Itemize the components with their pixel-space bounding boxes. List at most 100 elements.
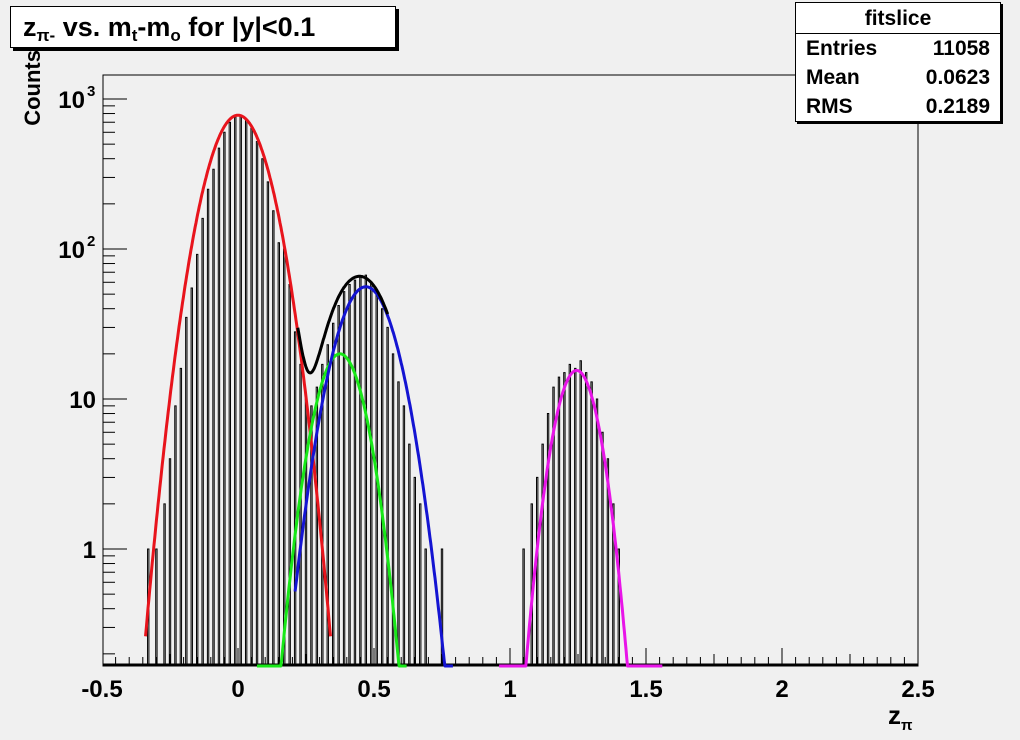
- stats-row-rms: RMS 0.2189: [796, 92, 1000, 121]
- histogram-bin: [255, 141, 259, 666]
- histogram-bin: [617, 548, 620, 666]
- histogram-bin: [234, 116, 237, 666]
- histogram-bin: [217, 147, 221, 666]
- title-tail: for |y|<0.1: [180, 12, 316, 42]
- x-tick-label: 1.5: [629, 676, 662, 703]
- histogram-bin: [536, 476, 539, 666]
- histogram-bin: [239, 115, 242, 666]
- title-prefix-sub: π-: [36, 26, 56, 45]
- title-suffix: -m: [137, 12, 171, 42]
- histogram-bin: [201, 217, 204, 666]
- histogram-bin: [364, 274, 368, 666]
- stats-row-mean: Mean 0.0623: [796, 63, 1000, 92]
- histogram-bin: [185, 316, 188, 666]
- title-prefix: z: [23, 12, 37, 42]
- histogram-bin: [244, 119, 248, 666]
- histogram-bin: [261, 158, 264, 666]
- histogram-bin: [601, 431, 604, 666]
- x-axis-title: zπ: [888, 700, 913, 734]
- histogram-bin: [419, 503, 422, 666]
- histogram-bin: [574, 367, 577, 666]
- x-tick-label: 2: [775, 676, 788, 703]
- histogram-bin: [402, 405, 406, 666]
- stats-box: fitslice Entries 11058 Mean 0.0623 RMS 0…: [795, 2, 1001, 122]
- histogram-bin: [174, 405, 177, 666]
- x-tick-label: 2.5: [901, 676, 934, 703]
- title-middle-sub: t: [131, 26, 138, 45]
- y-tick-label: 10: [58, 237, 85, 264]
- title-middle: vs. m: [55, 12, 132, 42]
- histogram-bin: [315, 386, 319, 666]
- title-suffix-sub: o: [170, 26, 181, 45]
- y-tick-label: 1: [83, 537, 96, 564]
- histogram-bin: [212, 168, 215, 666]
- y-tick-exponent: 2: [87, 233, 95, 250]
- histogram-bin: [380, 308, 384, 666]
- histogram-bin: [353, 279, 357, 666]
- histogram-bin: [408, 443, 411, 666]
- histogram-bin: [228, 121, 232, 666]
- histogram-bin: [223, 131, 226, 666]
- histogram-bin: [606, 458, 610, 666]
- fit-curve-proton: [498, 369, 664, 668]
- histogram-bin: [304, 398, 308, 666]
- histogram-bin: [190, 287, 193, 666]
- histogram-bin: [250, 127, 253, 666]
- histogram-bin: [283, 248, 286, 666]
- histogram-bin: [568, 363, 572, 666]
- histogram-bin: [299, 363, 302, 666]
- y-tick-label: 10: [69, 387, 96, 414]
- stats-label: Entries: [806, 37, 878, 60]
- stats-header: fitslice: [796, 3, 1000, 34]
- stats-value: 11058: [932, 37, 990, 60]
- histogram-bin: [342, 291, 346, 666]
- histogram-bin: [370, 281, 373, 666]
- histogram-bin: [584, 372, 588, 666]
- histogram-bin: [163, 503, 166, 666]
- histogram-bin: [579, 360, 582, 666]
- histogram-bin: [440, 548, 444, 666]
- y-tick-exponent: 3: [87, 83, 95, 100]
- histogram-bin: [386, 326, 389, 666]
- histogram-bin: [563, 372, 566, 666]
- histogram-bin: [155, 548, 158, 666]
- histogram-bin: [288, 283, 291, 666]
- histogram-bin: [321, 363, 324, 666]
- x-tick-label: -0.5: [81, 676, 122, 703]
- chart-title: zπ- vs. mt-mo for |y|<0.1: [10, 6, 396, 48]
- histogram-bin: [348, 283, 351, 666]
- stats-label: Mean: [806, 66, 860, 89]
- histogram-bin: [196, 253, 199, 666]
- histogram-bin: [546, 413, 550, 666]
- histogram-bin: [277, 242, 280, 666]
- fit-curve-pion: [144, 113, 332, 637]
- fit-curve-kaon_b: [293, 285, 454, 668]
- y-tick-label: 10: [58, 87, 85, 114]
- histogram-bin: [552, 386, 555, 666]
- histogram-bin: [332, 322, 335, 666]
- histogram-bin: [424, 548, 427, 666]
- histogram-bin: [206, 188, 210, 666]
- histogram-bin: [168, 458, 172, 666]
- histogram-bin: [590, 381, 593, 666]
- histogram-bin: [612, 503, 615, 666]
- histogram-bin: [272, 210, 275, 666]
- x-tick-label: 1: [503, 676, 516, 703]
- y-axis-title: Counts: [20, 50, 45, 126]
- histogram-bin: [595, 398, 599, 666]
- x-tick-label: 0: [231, 676, 244, 703]
- histogram-bin: [391, 353, 395, 666]
- histogram-bin: [557, 376, 561, 666]
- histogram-bin: [179, 367, 183, 666]
- x-axis-title-sub: π: [901, 717, 913, 734]
- histogram-bin: [541, 443, 544, 666]
- histogram-bin: [359, 275, 362, 666]
- histogram-bin: [397, 381, 400, 666]
- stats-value: 0.2189: [925, 95, 990, 118]
- histogram-bin: [413, 476, 416, 666]
- histogram-bin: [326, 344, 329, 666]
- histogram-bin: [522, 548, 525, 666]
- stats-row-entries: Entries 11058: [796, 34, 1000, 63]
- stats-value: 0.0623: [925, 66, 990, 89]
